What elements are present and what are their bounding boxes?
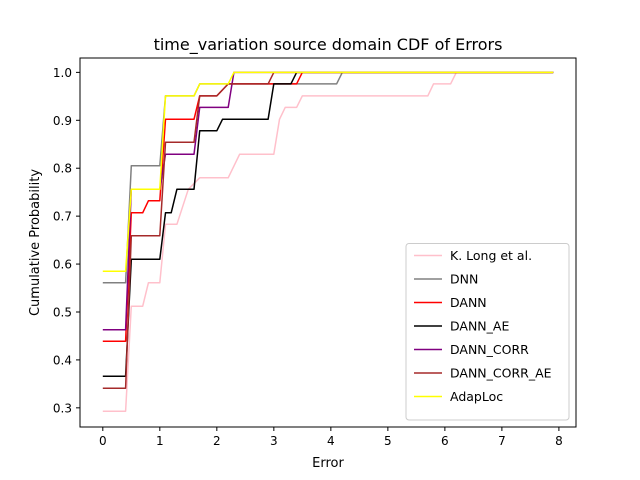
x-tick-label: 4 (327, 434, 335, 448)
series-line-4 (102, 71, 554, 331)
legend-label-6: AdapLoc (450, 389, 503, 404)
y-tick-label: 0.9 (53, 114, 72, 128)
x-tick-label: 8 (555, 434, 563, 448)
legend-label-5: DANN_CORR_AE (450, 366, 552, 381)
y-tick-label: 0.4 (53, 353, 72, 367)
y-tick-label: 0.5 (53, 305, 72, 319)
series-line-5 (102, 71, 554, 389)
legend-label-3: DANN_AE (450, 319, 509, 334)
series-line-0 (102, 71, 554, 412)
legend-label-1: DNN (450, 272, 478, 287)
plot-lines (102, 71, 554, 412)
x-tick-label: 0 (99, 434, 107, 448)
plot-frame (79, 57, 577, 428)
chart-title: time_variation source domain CDF of Erro… (154, 35, 503, 55)
x-tick-label: 1 (156, 434, 164, 448)
legend-box (405, 243, 570, 421)
legend-label-2: DANN (450, 295, 487, 310)
series-line-6 (102, 71, 554, 273)
x-axis-label: Error (312, 456, 344, 471)
legend-label-0: K. Long et al. (450, 248, 532, 263)
x-axis: 0 1 2 3 4 5 6 7 8 (99, 427, 563, 448)
x-tick-label: 2 (213, 434, 221, 448)
legend-label-4: DANN_CORR (450, 342, 529, 357)
y-tick-label: 1.0 (53, 66, 72, 80)
series-line-3 (102, 71, 554, 377)
y-axis: 0.3 0.4 0.5 0.6 0.7 0.8 0.9 1.0 (53, 66, 80, 415)
y-tick-label: 0.8 (53, 162, 72, 176)
y-tick-label: 0.7 (53, 210, 72, 224)
x-tick-label: 3 (270, 434, 278, 448)
x-tick-label: 6 (441, 434, 449, 448)
y-tick-label: 0.3 (53, 401, 72, 415)
y-tick-label: 0.6 (53, 258, 72, 272)
y-axis-label: Cumulative Probability (28, 169, 43, 316)
legend: K. Long et al. DNN DANN DANN_AE DANN_CORR DAN… (405, 243, 570, 421)
x-tick-label: 5 (384, 434, 392, 448)
x-tick-label: 7 (498, 434, 506, 448)
